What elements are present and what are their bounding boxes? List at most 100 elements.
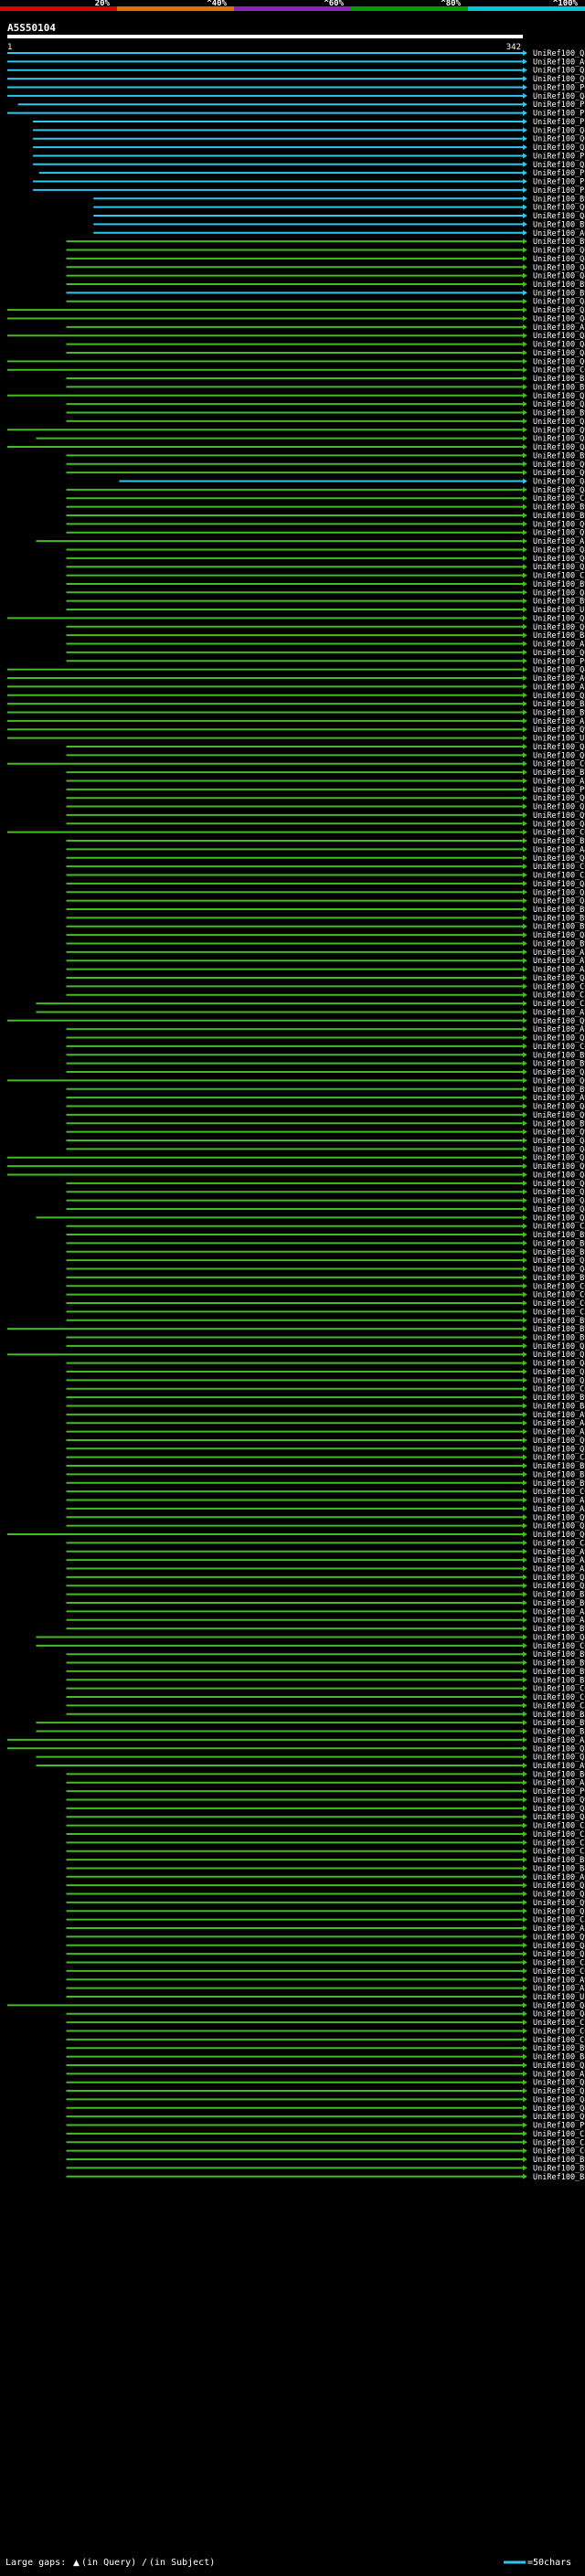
- hit-label: UniRef100_Q6M949: [533, 854, 585, 864]
- hit-label: UniRef100_B9HL06: [533, 1060, 585, 1069]
- hit-end-arrow: [523, 1720, 527, 1726]
- hit-end-arrow: [523, 1505, 527, 1511]
- hit-end-arrow: [523, 932, 527, 938]
- hit-label: UniRef100_Q84ZI7: [533, 1574, 585, 1583]
- hit-label: UniRef100_A6MA21: [533, 1873, 585, 1882]
- hit-end-arrow: [523, 1489, 527, 1495]
- hit-label: UniRef100_Q8GTC6: [533, 1805, 585, 1814]
- hit-label: UniRef100_B9H4V2: [533, 2044, 585, 2053]
- query-gap-symbol: ▲: [73, 2559, 80, 2568]
- hit-label: UniRef100_Q42517: [533, 1171, 585, 1180]
- hit-label: UniRef100_Q7XIU7: [533, 392, 585, 401]
- hit-label: UniRef100_Q42594: [533, 2095, 585, 2104]
- hit-end-arrow: [523, 1993, 527, 1999]
- subject-gap-label: (in Subject): [149, 2558, 215, 2568]
- hit-end-arrow: [523, 872, 527, 878]
- hit-end-arrow: [523, 829, 527, 835]
- hit-end-arrow: [523, 658, 527, 664]
- hit-label: UniRef100_Q8W912: [533, 126, 585, 135]
- hit-end-arrow: [523, 1077, 527, 1084]
- hit-label: UniRef100_Q2A336: [533, 1950, 585, 1959]
- hit-end-arrow: [523, 1001, 527, 1007]
- hit-label: UniRef100_P24102: [533, 169, 585, 178]
- hit-end-arrow: [523, 2002, 527, 2009]
- hit-label: UniRef100_B9G8MT: [533, 1479, 585, 1489]
- hit-label: UniRef100_Q4Q2V5: [533, 974, 585, 983]
- hit-label: UniRef100_A7PJJ9: [533, 949, 585, 958]
- hit-label: UniRef100_B9GY19: [533, 512, 585, 521]
- hit-label: UniRef100_B9RC49: [533, 1650, 585, 1659]
- hit-label: UniRef100_Q23KF7: [533, 803, 585, 812]
- hit-end-arrow: [523, 1934, 527, 1940]
- hit-end-arrow: [523, 974, 527, 981]
- hit-end-arrow: [523, 1171, 527, 1178]
- hit-end-arrow: [523, 864, 527, 870]
- hit-label: UniRef100_P17179: [533, 178, 585, 187]
- identity-scale-label: ^100%: [553, 0, 579, 8]
- hit-label: UniRef100_P19231: [533, 118, 585, 127]
- hit-end-arrow: [523, 221, 527, 228]
- hit-end-arrow: [523, 1471, 527, 1478]
- hit-label: UniRef100_B5UIR2: [533, 375, 585, 384]
- hit-end-arrow: [523, 486, 527, 493]
- hit-rows: UniRef100_Q5LHB9UniRef100_A6KEX4UniRef10…: [7, 49, 585, 2182]
- hit-label: UniRef100_B9SS28: [533, 837, 585, 846]
- hit-label: UniRef100_Q5UIQ3: [533, 2062, 585, 2071]
- hit-label: UniRef100_C5YZ75: [533, 1701, 585, 1711]
- hit-end-arrow: [523, 1300, 527, 1307]
- hit-label: UniRef100_C5Y359: [533, 1454, 585, 1463]
- hit-end-arrow: [523, 1985, 527, 1991]
- hit-label: UniRef100_C5Y9E8: [533, 1830, 585, 1839]
- hit-label: UniRef100_C0K0N4: [533, 366, 585, 376]
- hit-end-arrow: [523, 991, 527, 998]
- hit-end-arrow: [523, 1436, 527, 1443]
- hit-end-arrow: [523, 1326, 527, 1332]
- hit-label: UniRef100_B9I8H1: [533, 2164, 585, 2173]
- hit-end-arrow: [523, 538, 527, 545]
- hit-label: UniRef100_Q42187: [533, 666, 585, 675]
- hit-end-arrow: [523, 1642, 527, 1648]
- hit-label: UniRef100_Q2Q961: [533, 1368, 585, 1377]
- hit-end-arrow: [523, 923, 527, 929]
- hit-end-arrow: [523, 666, 527, 673]
- hit-label: UniRef100_Q9FLC0: [533, 1129, 585, 1138]
- hit-end-arrow: [523, 1146, 527, 1152]
- hit-label: UniRef100_A7QYE4: [533, 641, 585, 650]
- hit-label: UniRef100_Q9SJ2F: [533, 1899, 585, 1908]
- hit-label: UniRef100_UPI0000: [533, 735, 585, 744]
- hit-end-arrow: [523, 67, 527, 73]
- identity-scale-label: 20%: [95, 0, 111, 8]
- hit-end-arrow: [523, 1360, 527, 1366]
- hit-label: UniRef100_Q7XMP4: [533, 1445, 585, 1454]
- hit-label: UniRef100_Q02867: [533, 1111, 585, 1120]
- hit-label: UniRef100_C6TH35: [533, 1282, 585, 1291]
- hit-label: UniRef100_A5BJV8: [533, 966, 585, 975]
- hit-end-arrow: [523, 127, 527, 133]
- hit-label: UniRef100_B9ET29: [533, 1231, 585, 1240]
- hit-end-arrow: [523, 110, 527, 116]
- hit-label: UniRef100_Q8S8R3: [533, 588, 585, 598]
- hit-end-arrow: [523, 1205, 527, 1212]
- hit-end-arrow: [523, 2173, 527, 2179]
- hit-end-arrow: [523, 803, 527, 810]
- hit-end-arrow: [523, 1822, 527, 1829]
- hit-end-arrow: [523, 1882, 527, 1889]
- hit-end-arrow: [523, 1728, 527, 1734]
- hit-label: UniRef100_P59121: [533, 186, 585, 196]
- hit-label: UniRef100_Q39034: [533, 2079, 585, 2088]
- identity-scale-segment: [351, 6, 468, 11]
- hit-end-arrow: [523, 315, 527, 322]
- hit-label: UniRef100_C5YS00: [533, 1822, 585, 1831]
- hit-label: UniRef100_B6T3V1: [533, 1770, 585, 1779]
- hit-label: UniRef100_B9S797: [533, 914, 585, 923]
- hit-end-arrow: [523, 1394, 527, 1401]
- hit-end-arrow: [523, 580, 527, 587]
- hit-label: UniRef100_Q6EUS1: [533, 649, 585, 658]
- hit-label: UniRef100_B9N128: [533, 1086, 585, 1095]
- hit-label: UniRef100_A2Z2UL: [533, 1736, 585, 1745]
- hit-label: UniRef100_Q7XWR1: [533, 529, 585, 538]
- hit-label: UniRef100_Q4Q9S0: [533, 212, 585, 221]
- hit-end-arrow: [523, 2104, 527, 2111]
- hit-end-arrow: [523, 607, 527, 613]
- hit-label: UniRef100_A2Y0B8: [533, 1617, 585, 1626]
